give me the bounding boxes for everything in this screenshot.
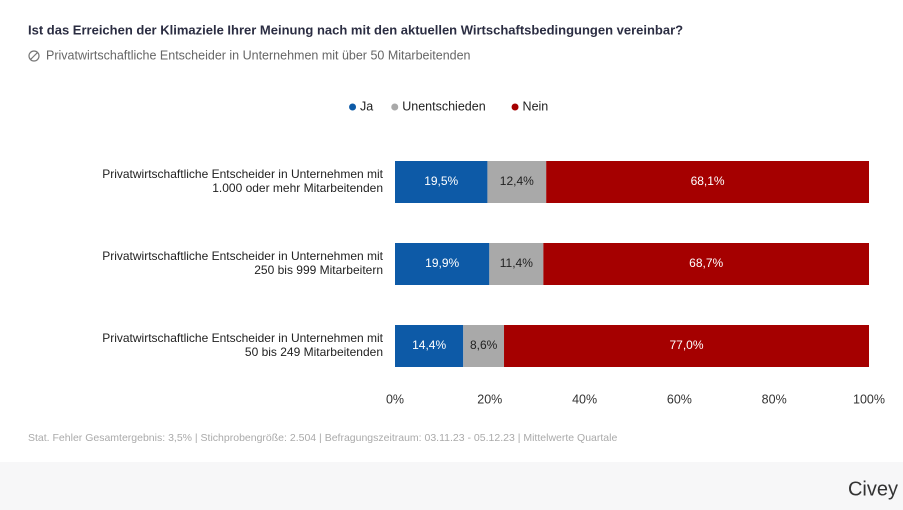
value-label: 12,4% <box>500 174 534 188</box>
legend-swatch <box>511 103 519 111</box>
value-label: 19,5% <box>424 174 458 188</box>
value-label: 68,1% <box>691 174 725 188</box>
x-tick-label: 80% <box>762 392 787 406</box>
bar-segment <box>395 325 464 367</box>
category-label: 250 bis 999 Mitarbeitern <box>254 263 383 277</box>
x-tick-label: 100% <box>853 392 885 406</box>
value-label: 11,4% <box>500 256 533 270</box>
bar-segment <box>463 325 505 367</box>
value-label: 68,7% <box>689 256 723 270</box>
value-label: 14,4% <box>412 338 446 352</box>
legend-swatch <box>349 103 357 111</box>
brand: Civey <box>848 478 898 500</box>
chart-note: Stat. Fehler Gesamtergebnis: 3,5% | Stic… <box>28 432 617 444</box>
x-tick-label: 40% <box>572 392 597 406</box>
bar-segment <box>546 161 869 203</box>
footer-band <box>0 462 903 510</box>
bar-segment <box>489 243 544 285</box>
legend-label: Nein <box>523 99 549 113</box>
subtitle-icon <box>28 50 40 62</box>
chart-title: Ist das Erreichen der Klimaziele Ihrer M… <box>28 22 683 37</box>
chart-subtitle: Privatwirtschaftliche Entscheider in Unt… <box>46 48 471 62</box>
category-label: Privatwirtschaftliche Entscheider in Unt… <box>102 167 383 181</box>
category-label: Privatwirtschaftliche Entscheider in Unt… <box>102 331 383 345</box>
value-label: 77,0% <box>669 338 703 352</box>
legend-label: Ja <box>360 99 373 113</box>
x-tick-label: 0% <box>386 392 404 406</box>
category-label: 1.000 oder mehr Mitarbeitenden <box>212 181 383 195</box>
value-label: 8,6% <box>470 338 498 352</box>
bar-segment <box>504 325 869 367</box>
legend-swatch <box>391 103 399 111</box>
bar-segment <box>395 243 490 285</box>
category-label: 50 bis 249 Mitarbeitenden <box>245 345 383 359</box>
value-label: 19,9% <box>425 256 459 270</box>
category-label: Privatwirtschaftliche Entscheider in Unt… <box>102 249 383 263</box>
x-tick-label: 20% <box>477 392 502 406</box>
legend-label: Unentschieden <box>402 99 485 113</box>
x-tick-label: 60% <box>667 392 692 406</box>
bar-segment <box>395 161 488 203</box>
bar-segment <box>543 243 869 285</box>
bar-segment <box>487 161 547 203</box>
